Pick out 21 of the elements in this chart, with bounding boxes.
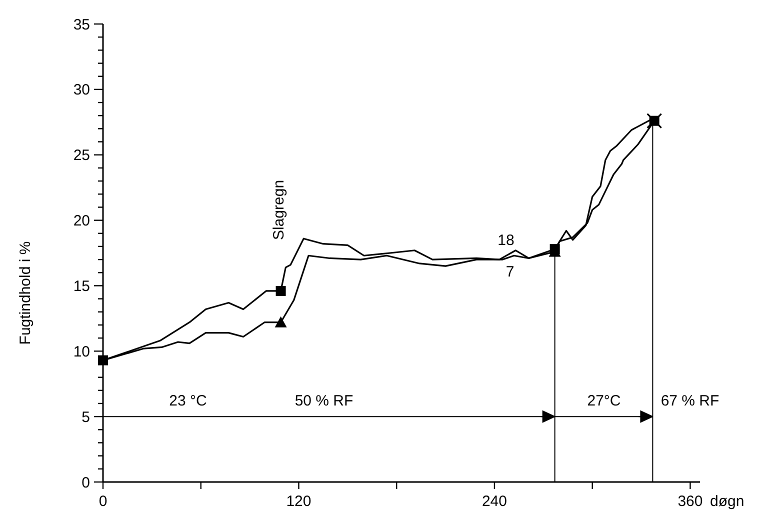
x-axis-title: døgn (710, 493, 744, 510)
series-label: 18 (498, 232, 514, 250)
y-tick-label: 35 (73, 16, 90, 34)
annotation: 23 °C (169, 392, 208, 410)
annotation: 27°C (587, 392, 621, 410)
annotation: Slagregn (270, 180, 288, 240)
y-tick-label: 5 (82, 408, 90, 426)
y-tick-label: 0 (82, 474, 90, 492)
y-tick-label: 15 (73, 278, 90, 295)
x-tick-label: 0 (98, 493, 108, 510)
y-axis-title: Fugtindhold i % (17, 241, 34, 345)
x-tick-label: 360 (678, 493, 703, 510)
y-tick-label: 10 (73, 343, 90, 360)
annotation: 50 % RF (294, 392, 354, 410)
y-tick-label: 20 (73, 212, 90, 230)
series-label: 7 (506, 263, 514, 280)
x-tick-label: 240 (482, 493, 507, 510)
annotation: 67 % RF (660, 392, 720, 410)
x-tick-label: 120 (286, 493, 312, 510)
y-tick-label: 30 (73, 82, 90, 99)
y-tick-label: 25 (73, 147, 90, 164)
